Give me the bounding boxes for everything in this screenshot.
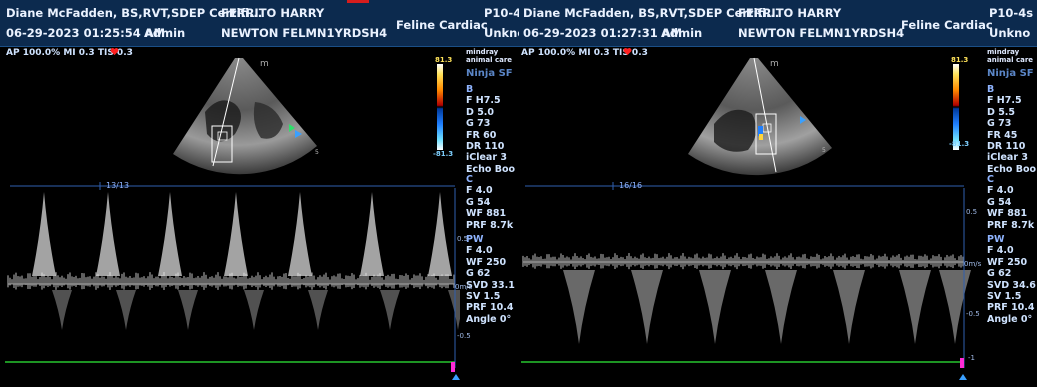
exam-datetime: 06-29-2023 01:25:54 AM xyxy=(6,26,166,40)
pw-doppler-spectrum xyxy=(521,182,971,380)
spectrum-envelope xyxy=(563,270,595,344)
spectrum-envelope xyxy=(116,290,136,330)
spectrum-envelope xyxy=(765,270,797,344)
heart-icon xyxy=(623,48,632,56)
user-name: Admin xyxy=(144,26,186,40)
header-bar: Diane McFadden, BS,RVT,SDEP Certifi... 0… xyxy=(519,0,1037,47)
scale-negative: -0.5 xyxy=(457,332,471,340)
b-mode-sector-image: m 5 xyxy=(173,57,319,175)
acoustic-output: AP 100.0% MI 0.3 TIS 0.3 xyxy=(6,48,133,58)
spectrum-envelope xyxy=(360,192,384,276)
spectrum-envelope xyxy=(288,192,312,276)
operator-name: Diane McFadden, BS,RVT,SDEP Certifi... xyxy=(523,6,780,20)
spectrum-envelope xyxy=(158,192,182,276)
svg-text:m: m xyxy=(770,59,779,69)
svg-text:m: m xyxy=(260,59,269,69)
probe-continued: Unkno xyxy=(484,26,519,40)
color-velocity-bar xyxy=(953,64,959,150)
patient-id: NEWTON FELMN1YRDSH4 xyxy=(738,26,905,40)
probe-name: P10-4s xyxy=(989,6,1034,20)
colorbar-top-label: 81.3 xyxy=(435,56,453,64)
pw-mode-params: PW F 4.0 WF 250 G 62 SVD 34.6 SV 1.5 PRF 10… xyxy=(987,234,1036,325)
color-mode-params: C F 4.0 G 54 WF 881 PRF 8.7k xyxy=(987,174,1035,231)
spectrum-envelope xyxy=(899,270,931,344)
spectrum-envelope xyxy=(448,290,460,330)
frame-counter: 13/13 xyxy=(106,181,130,190)
spectrum-envelope xyxy=(939,270,971,344)
scale-negative-2: -1 xyxy=(968,354,975,362)
color-mode-params: C F 4.0 G 54 WF 881 PRF 8.7k xyxy=(466,174,514,231)
spectrum-envelope xyxy=(224,192,248,276)
colorbar-bottom-label: -81.3 xyxy=(949,140,970,148)
header-bar: Diane McFadden, BS,RVT,SDEP Certifi... 0… xyxy=(0,0,519,47)
pw-mode-params: PW F 4.0 WF 250 G 62 SVD 33.1 SV 1.5 PRF 10… xyxy=(466,234,515,325)
probe-name: P10-4s xyxy=(484,6,519,20)
probe-continued: Unkno xyxy=(989,26,1031,40)
patient-name: FERRITO HARRY xyxy=(221,6,325,20)
scale-baseline: 0m/s xyxy=(455,283,473,291)
red-indicator xyxy=(347,0,369,3)
spectrum-envelope xyxy=(699,270,731,344)
spectrum-envelope xyxy=(380,290,400,330)
operator-name: Diane McFadden, BS,RVT,SDEP Certifi... xyxy=(6,6,263,20)
spectrum-envelope xyxy=(308,290,328,330)
exam-type: Feline Cardiac xyxy=(901,18,993,32)
b-mode-params: B F H7.5 D 5.0 G 73 FR 60 DR 110 iClear 3 E… xyxy=(466,84,516,175)
preset-name: Ninja SF xyxy=(466,68,513,79)
colorbar-bottom-label: -81.3 xyxy=(433,150,454,158)
heart-icon xyxy=(110,48,119,56)
acoustic-output: AP 100.0% MI 0.3 TIS 0.3 xyxy=(521,48,648,58)
spectrum-envelope xyxy=(631,270,663,344)
user-name: Admin xyxy=(661,26,703,40)
frame-counter: 16/16 xyxy=(619,181,643,190)
scale-positive: 0.5 xyxy=(457,235,469,243)
preset-name: Ninja SF xyxy=(987,68,1034,79)
mindray-logo: mindray animal care xyxy=(987,48,1034,64)
colorbar-top-label: 81.3 xyxy=(951,56,969,64)
ultrasound-panel-1: Diane McFadden, BS,RVT,SDEP Certifi... 0… xyxy=(0,0,519,380)
scale-baseline: 0m/s xyxy=(964,260,982,268)
b-mode-sector-image: m 5 xyxy=(688,57,832,176)
spectrum-envelope xyxy=(178,290,198,330)
svg-text:5: 5 xyxy=(315,149,319,156)
patient-name: FERRITO HARRY xyxy=(738,6,842,20)
b-mode-params: B F H7.5 D 5.5 G 73 FR 45 DR 110 iClear 3 E… xyxy=(987,84,1037,175)
pw-doppler-spectrum xyxy=(5,182,460,380)
mindray-logo: mindray animal care xyxy=(466,48,513,64)
spectrum-envelope xyxy=(96,192,120,276)
exam-datetime: 06-29-2023 01:27:31 AM xyxy=(523,26,683,40)
spectrum-envelope xyxy=(428,192,452,276)
svg-text:5: 5 xyxy=(822,147,826,154)
spectrum-envelope xyxy=(32,192,56,276)
ultrasound-panel-2: Diane McFadden, BS,RVT,SDEP Certifi... 0… xyxy=(519,0,1037,387)
scale-positive: 0.5 xyxy=(966,208,978,216)
scale-negative: -0.5 xyxy=(966,310,980,318)
exam-type: Feline Cardiac xyxy=(396,18,488,32)
spectrum-envelope xyxy=(244,290,264,330)
patient-id: NEWTON FELMN1YRDSH4 xyxy=(221,26,388,40)
spectrum-envelope xyxy=(833,270,865,344)
spectrum-envelope xyxy=(52,290,72,330)
color-velocity-bar xyxy=(437,64,443,150)
